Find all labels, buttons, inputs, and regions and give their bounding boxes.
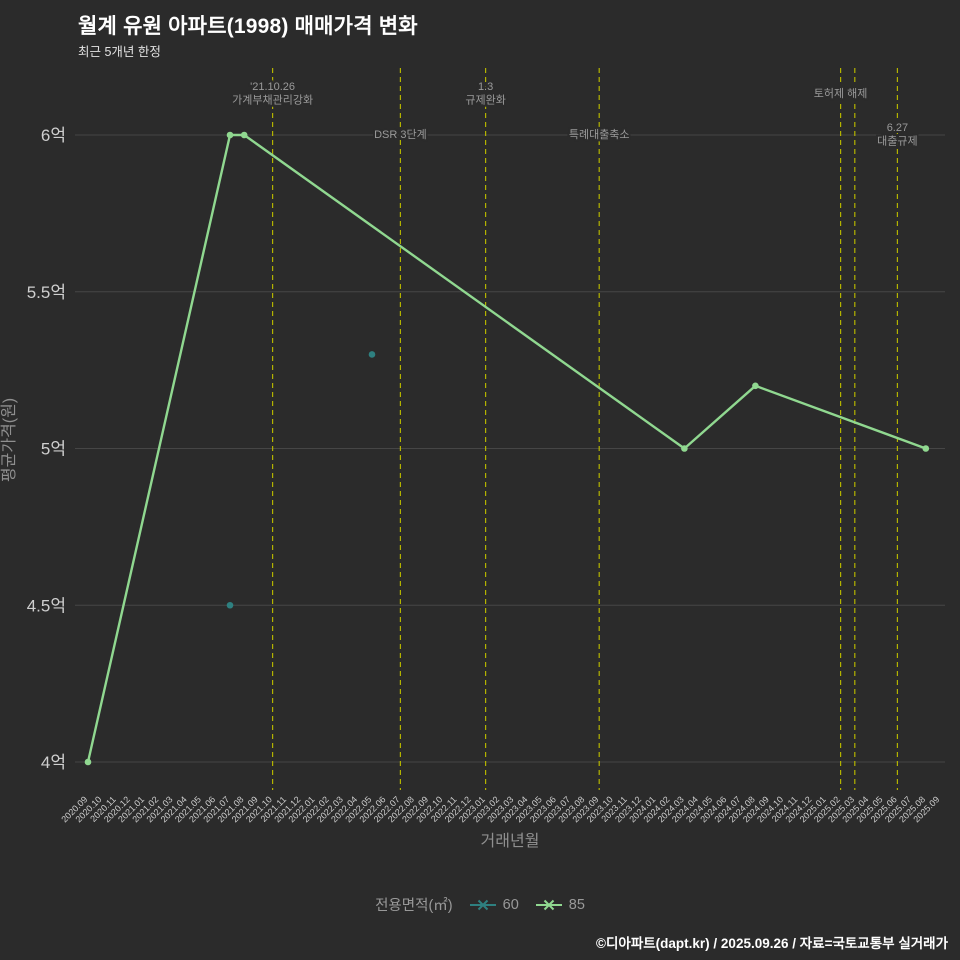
plot-area: 4억4.5억5억5.5억6억2020.092020.102020.112020.…: [0, 68, 945, 850]
event-annotation: 6.27: [887, 122, 908, 134]
data-point-85[interactable]: [226, 131, 234, 139]
legend-marker-85-icon: [535, 899, 562, 910]
data-point-60[interactable]: [226, 601, 234, 609]
legend-marker-60-icon: [469, 899, 496, 910]
y-tick-label: 4억: [41, 753, 66, 772]
data-point-85[interactable]: [681, 445, 688, 452]
event-annotation: 특례대출축소: [569, 128, 630, 141]
y-tick-label: 4.5억: [27, 596, 66, 615]
legend-item-85[interactable]: 85: [535, 897, 585, 913]
legend-title: 전용면적(㎡): [375, 898, 453, 914]
series-85-line: [86, 133, 927, 764]
data-point-85[interactable]: [752, 382, 759, 390]
legend: 전용면적(㎡) 60 85: [0, 894, 960, 915]
event-annotation: 대출규제: [877, 135, 917, 148]
y-tick-label: 5.5억: [27, 283, 66, 302]
legend-item-60[interactable]: 60: [469, 897, 519, 913]
chart-title: 월계 유원 아파트(1998) 매매가격 변화: [78, 15, 418, 38]
event-annotation: 규제완화: [465, 94, 505, 107]
event-annotation: DSR 3단계: [374, 128, 427, 141]
y-axis-title: 평균가격(원): [0, 398, 18, 482]
event-annotation: '21.10.26: [250, 81, 295, 93]
data-point-85[interactable]: [240, 131, 248, 139]
footer-credit: ©디아파트(dapt.kr) / 2025.09.26 / 자료=국토교통부 실…: [596, 936, 948, 951]
event-annotation: 가계부채관리강화: [232, 94, 313, 107]
legend-label-60: 60: [502, 896, 519, 913]
x-axis-title: 거래년월: [481, 832, 540, 850]
data-point-85[interactable]: [922, 445, 930, 452]
data-point-85[interactable]: [84, 758, 92, 766]
data-point-60[interactable]: [368, 351, 376, 358]
event-annotation: 토허제 해제: [814, 86, 868, 100]
y-tick-label: 6억: [41, 126, 66, 145]
y-tick-label: 5억: [41, 440, 66, 459]
event-annotation: 1.3: [478, 81, 493, 93]
legend-label-85: 85: [568, 896, 585, 913]
chart-subtitle: 최근 5개년 한정: [78, 45, 161, 59]
